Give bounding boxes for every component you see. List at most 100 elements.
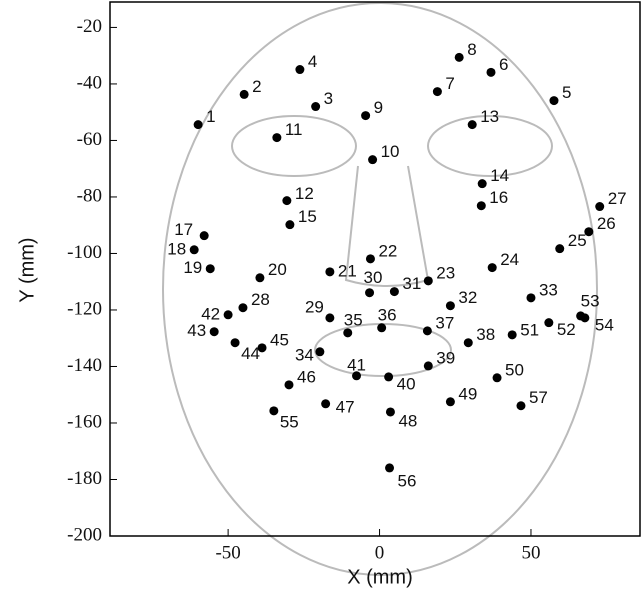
point-label: 3 [324,89,333,108]
point [361,111,371,121]
point [555,244,565,254]
point [463,338,473,348]
point-label: 1 [206,107,215,126]
point-label: 15 [298,207,317,226]
point [507,330,517,340]
point [423,276,433,286]
point-label: 47 [336,397,355,416]
point [516,401,526,411]
point [199,231,209,241]
point-label: 33 [539,280,558,299]
point [325,313,335,323]
point-label: 5 [562,83,571,102]
point-label: 49 [458,384,477,403]
point-label: 17 [174,220,193,239]
point-label: 4 [308,52,317,71]
point [238,303,248,313]
point-label: 14 [490,166,509,185]
point [282,196,292,206]
point-label: 22 [378,241,397,260]
point-label: 54 [595,315,614,334]
point [368,155,378,165]
point [580,313,590,323]
point [467,120,477,130]
point [423,361,433,371]
point [209,327,219,337]
y-tick-label: -140 [67,355,102,376]
point-label: 27 [608,189,627,208]
point-label: 6 [499,55,508,74]
point-label: 50 [505,360,524,379]
point-label: 7 [445,74,454,93]
point [377,323,387,333]
point [385,407,395,417]
point [321,399,331,409]
point [422,326,432,336]
point-label: 10 [381,142,400,161]
point [193,120,203,130]
point-label: 30 [364,268,383,287]
point-label: 8 [467,40,476,59]
point [595,202,605,212]
point-label: 34 [295,345,314,364]
point-label: 55 [280,412,299,431]
point [476,201,486,211]
point-label: 19 [183,258,202,277]
x-axis-label: X (mm) [347,566,413,588]
point-label: 25 [568,231,587,250]
point-label: 41 [347,355,366,374]
x-tick-label: 0 [375,542,385,563]
point [365,288,375,298]
point [315,347,325,357]
point [311,102,321,112]
point [352,371,362,381]
point-label: 28 [251,290,270,309]
point [454,52,464,62]
point [445,301,455,311]
point [384,372,394,382]
point-label: 45 [270,330,289,349]
point-label: 56 [398,471,417,490]
point [189,245,199,255]
point-label: 38 [476,325,495,344]
point-label: 51 [520,320,539,339]
point [492,373,502,383]
point [343,328,353,338]
y-tick-label: -40 [77,72,102,93]
x-tick-label: -50 [215,542,240,563]
point-label: 39 [436,348,455,367]
point [223,310,233,320]
point-label: 35 [344,310,363,329]
point-label: 29 [305,297,324,316]
point [445,397,455,407]
point-label: 13 [480,107,499,126]
y-tick-label: -160 [67,411,102,432]
y-tick-label: -60 [77,129,102,150]
point-label: 26 [597,214,616,233]
point [544,318,554,328]
plot-frame [109,1,641,537]
point [285,220,295,230]
point-label: 48 [398,411,417,430]
point [365,254,375,264]
point [239,89,249,99]
point [230,338,240,348]
point-label: 24 [500,250,519,269]
point [486,67,496,77]
point-label: 40 [397,374,416,393]
point-label: 21 [338,261,357,280]
point [272,133,282,143]
point-label: 53 [581,291,600,310]
y-tick-label: -180 [67,468,102,489]
point-label: 16 [489,188,508,207]
point [325,267,335,277]
point-label: 36 [378,305,397,324]
point-label: 18 [167,239,186,258]
point [526,293,536,303]
point [205,264,215,274]
point-label: 31 [402,274,421,293]
point-label: 20 [268,260,287,279]
point [269,406,279,416]
face-outline [162,2,598,576]
